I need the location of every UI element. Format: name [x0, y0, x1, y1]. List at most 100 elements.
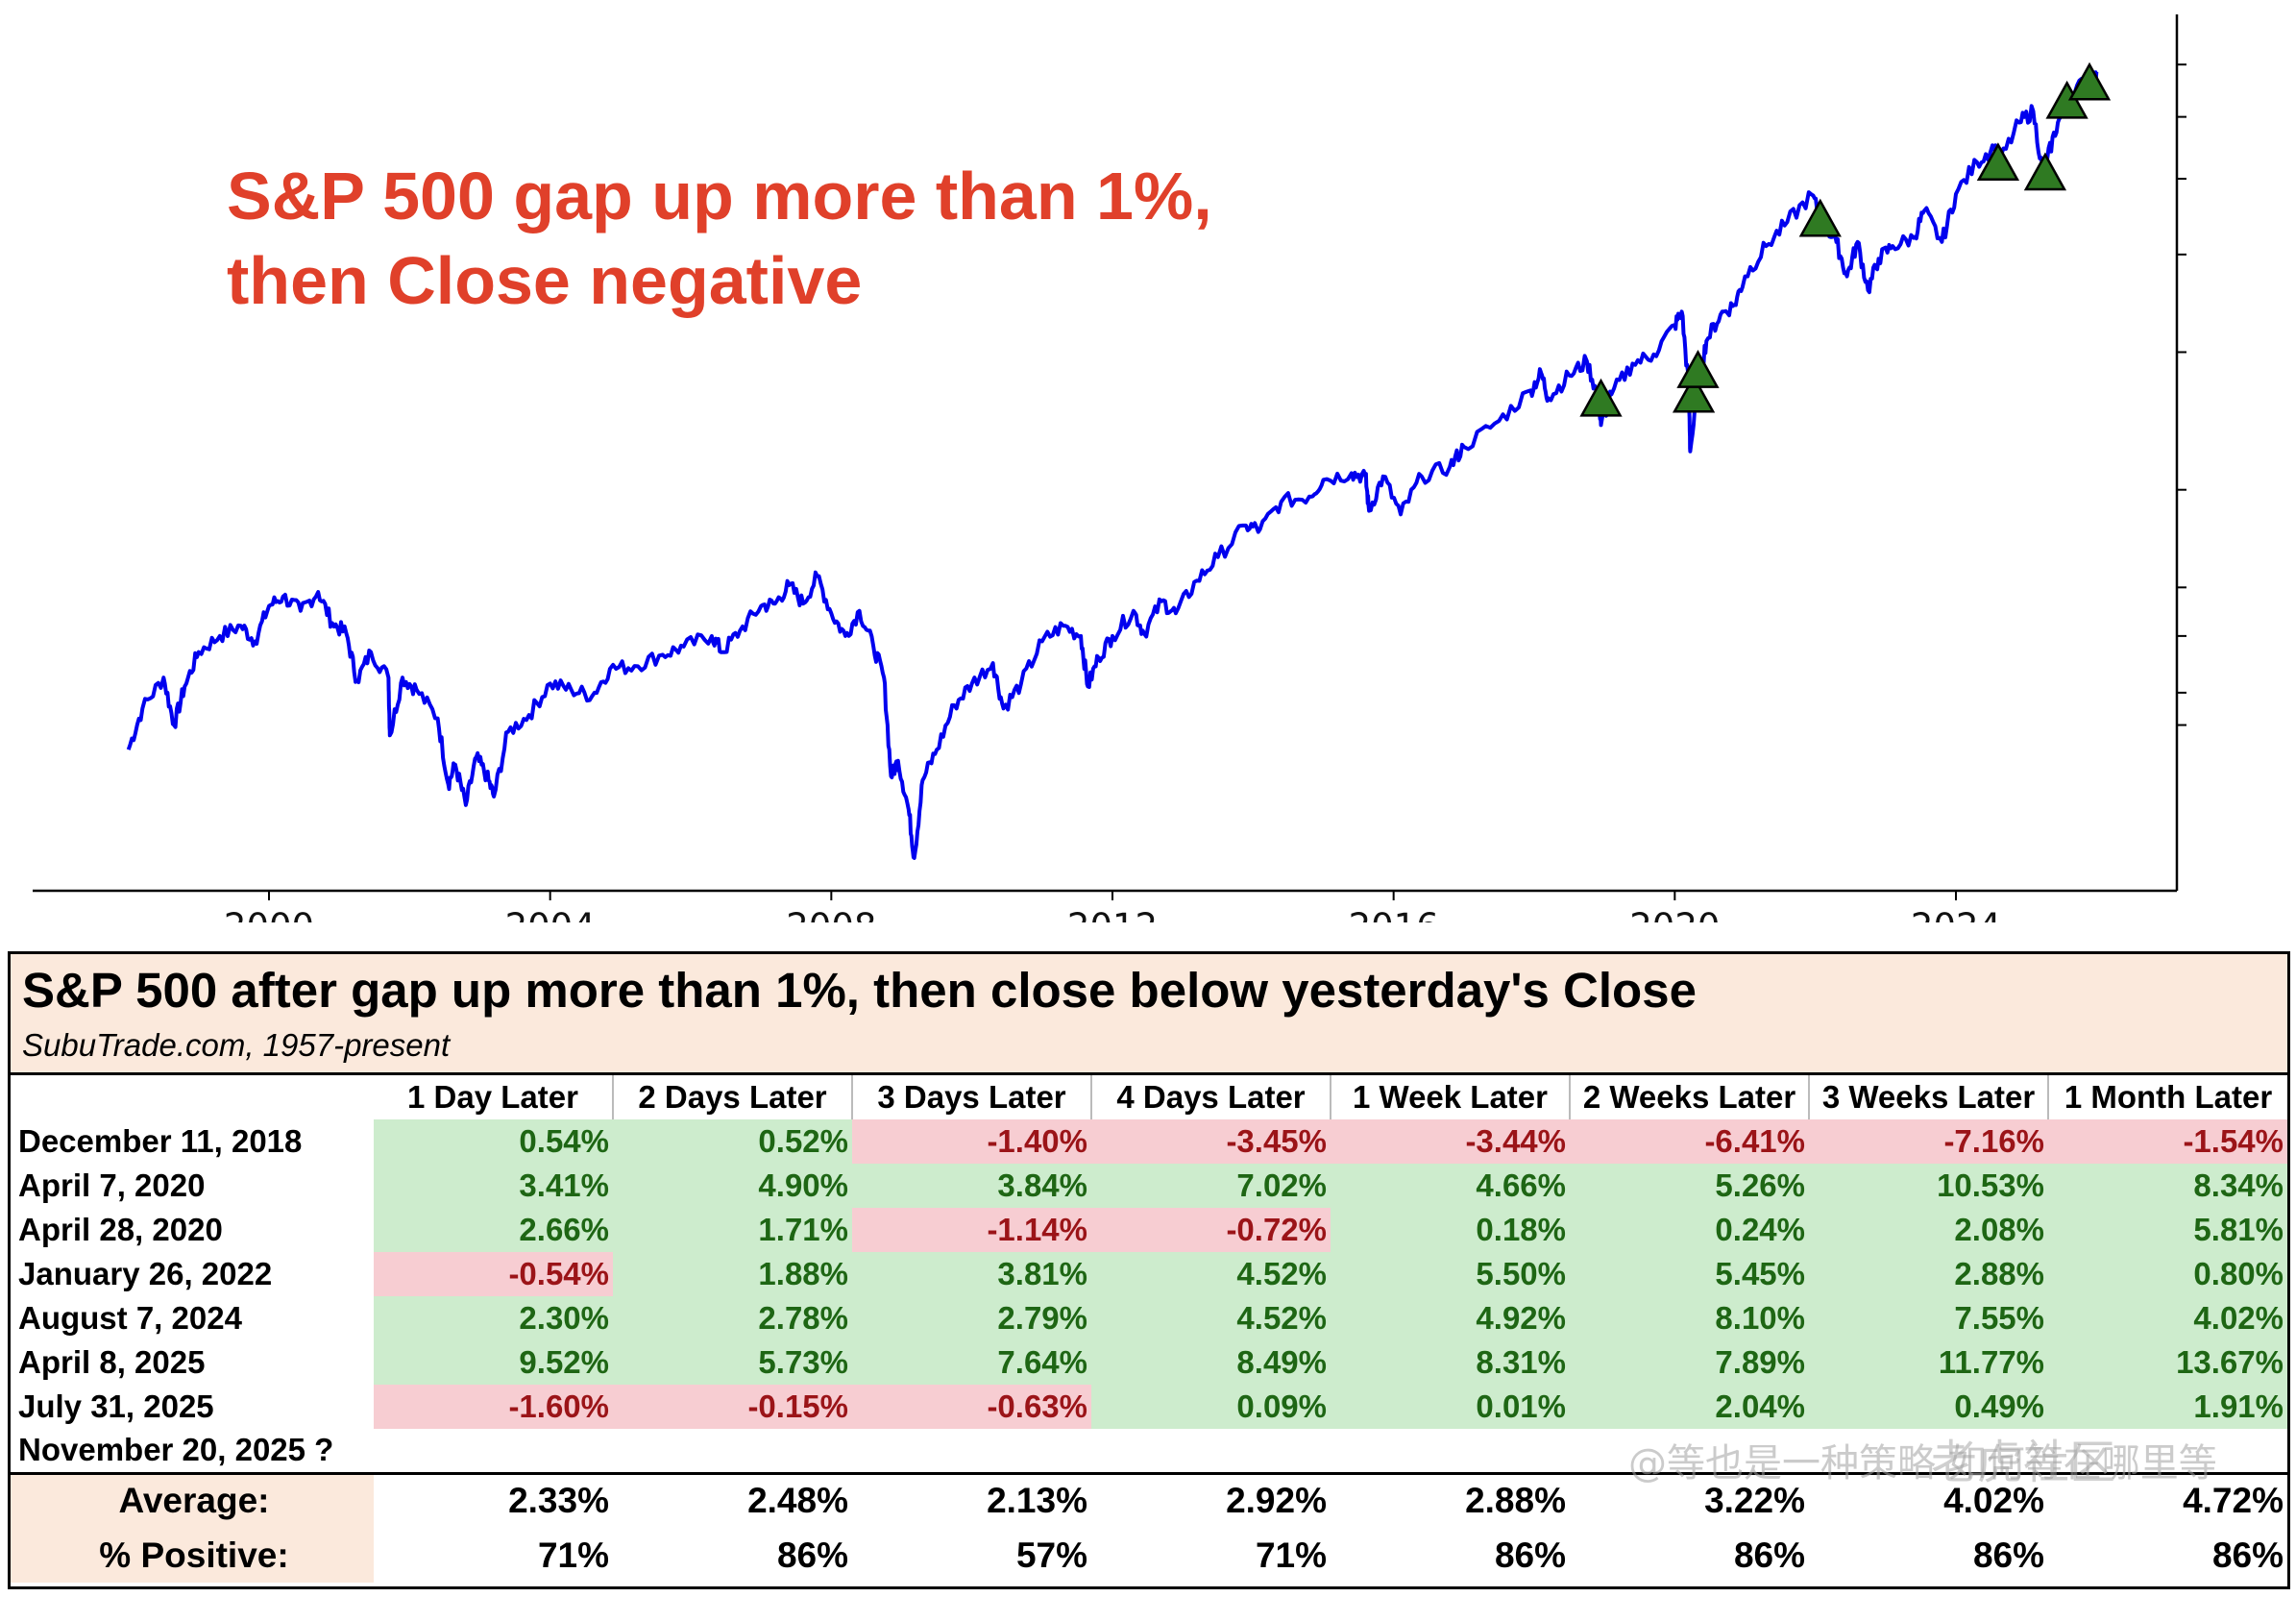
return-cell: 5.26%	[1570, 1164, 1809, 1208]
row-date: November 20, 2025 ?	[18, 1432, 334, 1468]
table-title: S&P 500 after gap up more than 1%, then …	[22, 963, 1697, 1018]
row-date: April 7, 2020	[18, 1167, 206, 1203]
summary-value: 71%	[537, 1535, 609, 1575]
return-cell: 2.88%	[1809, 1252, 2048, 1296]
summary-value: 2.88%	[1331, 1471, 1570, 1528]
table-row: July 31, 2025 -1.60% -0.15% -0.63% 0.09% 0.01…	[11, 1385, 2287, 1429]
chart-annotation: S&P 500 gap up more than 1%, then Close …	[227, 154, 1212, 323]
return-cell	[374, 1429, 613, 1473]
return-cell: 8.31%	[1331, 1340, 1570, 1385]
summary-value: 86%	[776, 1535, 848, 1575]
summary-value: 86%	[1972, 1535, 2044, 1575]
return-cell: 2.08%	[1809, 1208, 2048, 1252]
column-header: 4 Days Later	[1091, 1075, 1331, 1119]
x-tick-label: 2012	[1067, 906, 1158, 922]
return-cell: -1.60%	[374, 1385, 613, 1429]
return-cell: 4.02%	[2048, 1296, 2287, 1340]
column-header: 1 Day Later	[374, 1075, 614, 1119]
return-cell: 7.02%	[1091, 1164, 1331, 1208]
return-cell: -0.15%	[613, 1385, 852, 1429]
x-tick-label: 2024	[1911, 906, 2001, 922]
return-cell: -3.44%	[1331, 1119, 1570, 1164]
returns-table: 1 Day Later 2 Days Later 3 Days Later 4 Day…	[11, 1075, 2287, 1583]
table-row: December 11, 2018 0.54% 0.52% -1.40% -3.45% -…	[11, 1119, 2287, 1164]
summary-value: 86%	[1494, 1535, 1566, 1575]
row-date: January 26, 2022	[18, 1256, 273, 1291]
return-cell	[852, 1429, 1091, 1473]
summary-row: % Positive: 71% 86% 57% 71% 86% 86% 86% 86%	[11, 1528, 2287, 1583]
return-cell: -3.45%	[1091, 1119, 1331, 1164]
return-cell: -0.54%	[374, 1252, 613, 1296]
annotation-line-2: then Close negative	[227, 243, 863, 318]
signal-triangle-marker	[2023, 152, 2067, 191]
return-cell: 2.78%	[613, 1296, 852, 1340]
return-cell: 1.71%	[613, 1208, 852, 1252]
watermark-logo-text: 老虎社区	[1931, 1436, 2116, 1489]
x-tick-label: 2000	[224, 906, 314, 922]
summary-label: % Positive:	[11, 1528, 374, 1583]
return-cell: 2.66%	[374, 1208, 613, 1252]
return-cell: 5.45%	[1570, 1252, 1809, 1296]
summary-value: 4.02%	[1809, 1471, 2048, 1528]
return-cell	[613, 1429, 852, 1473]
return-cell: 5.81%	[2048, 1208, 2287, 1252]
summary-label: Average:	[11, 1471, 374, 1528]
return-cell: -6.41%	[1570, 1119, 1809, 1164]
return-cell: 7.89%	[1570, 1340, 1809, 1385]
table-row: November 20, 2025 ?	[11, 1429, 2287, 1473]
annotation-line-1: S&P 500 gap up more than 1%,	[227, 159, 1212, 233]
table-row: April 28, 2020 2.66% 1.71% -1.14% -0.72% 0.18…	[11, 1208, 2287, 1252]
return-cell: 4.52%	[1091, 1296, 1331, 1340]
return-cell: 5.73%	[613, 1340, 852, 1385]
return-cell: 5.50%	[1331, 1252, 1570, 1296]
return-cell: 7.64%	[852, 1340, 1091, 1385]
table-row: April 8, 2025 9.52% 5.73% 7.64% 8.49% 8.31% 7.…	[11, 1340, 2287, 1385]
return-cell: 2.30%	[374, 1296, 613, 1340]
x-tick-label: 2016	[1349, 906, 1439, 922]
return-cell: 0.24%	[1570, 1208, 1809, 1252]
summary-value: 57%	[1015, 1535, 1087, 1575]
x-tick-label: 2020	[1629, 906, 1720, 922]
header-blank	[11, 1075, 374, 1119]
return-cell: 7.55%	[1809, 1296, 2048, 1340]
return-cell: -1.40%	[852, 1119, 1091, 1164]
table-row: August 7, 2024 2.30% 2.78% 2.79% 4.52% 4.92% 8…	[11, 1296, 2287, 1340]
signal-triangle-marker	[1579, 378, 1623, 417]
return-cell: -0.72%	[1091, 1208, 1331, 1252]
table-row: April 7, 2020 3.41% 4.90% 3.84% 7.02% 4.66% 5.…	[11, 1164, 2287, 1208]
return-cell: 0.49%	[1809, 1385, 2048, 1429]
summary-value: 86%	[1733, 1535, 1805, 1575]
table-header: S&P 500 after gap up more than 1%, then …	[11, 954, 2287, 1075]
watermark-text: @等也是一种策略 如何等在哪里等	[1628, 1441, 2217, 1486]
table-body: December 11, 2018 0.54% 0.52% -1.40% -3.45% -…	[11, 1119, 2287, 1583]
x-tick-label: 2008	[786, 906, 876, 922]
column-header: 2 Weeks Later	[1570, 1075, 1810, 1119]
column-header: 1 Week Later	[1331, 1075, 1571, 1119]
return-cell: 8.34%	[2048, 1164, 2287, 1208]
row-date: July 31, 2025	[18, 1388, 214, 1424]
signal-triangle-marker	[2067, 61, 2112, 101]
return-cell: 1.88%	[613, 1252, 852, 1296]
signal-triangle-marker	[1672, 374, 1716, 413]
summary-value: 3.22%	[1570, 1471, 1809, 1528]
summary-value: 86%	[2211, 1535, 2284, 1575]
x-axis-ticks: 2000 2004 2008 2012 2016 2020 2024	[224, 891, 2001, 922]
summary-value: 4.72%	[2048, 1471, 2287, 1528]
signal-triangle-marker	[1798, 198, 1842, 237]
return-cell: -0.63%	[852, 1385, 1091, 1429]
return-cell: 13.67%	[2048, 1340, 2287, 1385]
signal-triangle-marker	[1676, 350, 1720, 388]
return-cell: 0.01%	[1331, 1385, 1570, 1429]
signal-triangle-marker	[1976, 142, 2020, 182]
table-row: January 26, 2022 -0.54% 1.88% 3.81% 4.52% 5.5…	[11, 1252, 2287, 1296]
return-cell: 0.80%	[2048, 1252, 2287, 1296]
return-cell: 11.77%	[1809, 1340, 2048, 1385]
return-cell: 3.81%	[852, 1252, 1091, 1296]
return-cell	[1331, 1429, 1570, 1473]
sp500-line-chart: 2000 2004 2008 2012 2016 2020 2024	[33, 14, 2186, 922]
column-header: 3 Days Later	[852, 1075, 1092, 1119]
return-cell: 3.41%	[374, 1164, 613, 1208]
return-cell: 4.52%	[1091, 1252, 1331, 1296]
return-cell: 9.52%	[374, 1340, 613, 1385]
return-cell: 4.90%	[613, 1164, 852, 1208]
